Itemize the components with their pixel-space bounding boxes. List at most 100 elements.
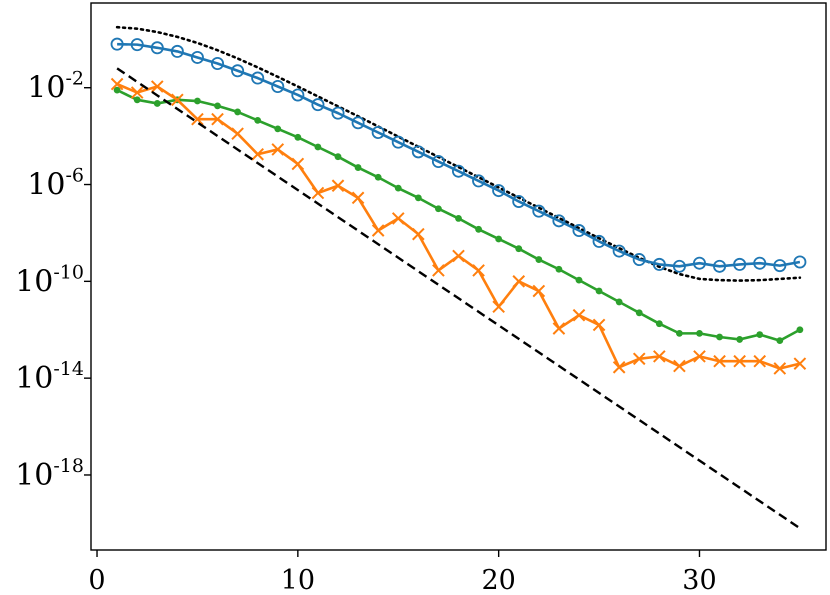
series-1-point-28 (672, 259, 686, 273)
series-3-point-10 (311, 186, 325, 200)
series-1-point-14 (391, 135, 405, 149)
series-1-point-6 (231, 64, 245, 78)
series-1-point-30 (713, 259, 727, 273)
series-1-point-32 (753, 256, 767, 270)
series-1-point-7 (251, 71, 265, 85)
series-3-point-32 (753, 354, 767, 368)
series-3-point-9 (291, 157, 305, 171)
series-2-point-2 (153, 100, 161, 107)
series-3 (110, 77, 807, 375)
series-3-point-17 (452, 249, 465, 263)
series-2-point-7 (254, 116, 262, 124)
series-1-point-0 (110, 37, 124, 51)
series-1-point-9 (291, 88, 305, 102)
series-1-point-26 (632, 253, 646, 267)
series-1-point-3 (170, 44, 184, 58)
series-3-point-21 (532, 284, 546, 298)
series-1-point-27 (652, 257, 666, 271)
ytick-label-3: 10-14 (15, 358, 84, 396)
ytick-label-2: 10-10 (15, 261, 84, 299)
series-2-point-6 (234, 108, 241, 116)
series-1-point-34 (793, 255, 807, 269)
series-3-point-22 (552, 322, 566, 335)
xtick-label-3: 30 (682, 565, 716, 595)
series-4-line (116, 67, 801, 530)
series-3-point-14 (391, 212, 405, 225)
series-4 (116, 67, 801, 530)
series-2-point-26 (635, 309, 643, 317)
series-1-point-24 (592, 234, 606, 248)
series-2-point-1 (133, 96, 141, 104)
series-2-point-9 (294, 133, 302, 141)
series-2-point-27 (655, 320, 663, 328)
series-3-point-19 (492, 300, 505, 314)
xtick-label-0: 0 (88, 565, 105, 595)
series-2-point-24 (595, 287, 603, 295)
series-1-point-23 (572, 224, 586, 238)
series-2-point-29 (696, 329, 703, 337)
series-3-point-4 (191, 112, 204, 126)
series-0 (115, 25, 802, 282)
ytick-label-4: 10-18 (15, 455, 84, 493)
xtick-label-1: 10 (281, 565, 315, 595)
series-2-point-23 (575, 276, 583, 284)
series-1-point-13 (371, 125, 385, 139)
series-1-point-10 (311, 98, 325, 112)
series-1-point-1 (130, 38, 144, 52)
series-3-point-26 (632, 352, 646, 366)
series-1-point-22 (552, 214, 566, 228)
series-1 (110, 37, 807, 273)
series-2-point-12 (354, 164, 362, 171)
series-3-point-27 (653, 350, 666, 363)
series-2-point-0 (113, 86, 121, 94)
series-2-point-18 (475, 225, 482, 233)
series-1-point-17 (451, 164, 465, 178)
series-2-point-4 (194, 97, 201, 105)
series-1-point-19 (492, 184, 506, 198)
series-1-point-11 (331, 106, 345, 120)
series-1-point-2 (150, 41, 164, 55)
series-1-point-33 (773, 259, 787, 273)
series-2-point-22 (555, 265, 563, 273)
series-2-point-16 (435, 205, 442, 213)
series-2-point-14 (394, 184, 402, 192)
series-2-point-13 (374, 173, 382, 181)
series-3-point-5 (211, 112, 224, 126)
series-2-point-34 (796, 326, 804, 334)
series-3-point-34 (793, 357, 807, 370)
series-1-point-8 (271, 80, 285, 94)
series-0-line (115, 25, 802, 282)
xtick-label-2: 20 (481, 565, 515, 595)
series-1-line (117, 42, 801, 268)
series-3-point-33 (773, 362, 787, 375)
series-3-point-16 (432, 264, 445, 277)
series-3-point-29 (693, 350, 706, 363)
series-2-point-10 (314, 143, 322, 151)
series-layer (110, 25, 807, 530)
series-3-point-18 (472, 264, 485, 277)
series-3-point-6 (231, 127, 244, 141)
series-2-point-32 (756, 331, 764, 338)
series-3-point-7 (251, 147, 264, 161)
series-1-point-18 (472, 174, 486, 188)
series-3-point-12 (351, 191, 365, 205)
series-3-point-2 (150, 80, 164, 93)
series-3-point-31 (733, 354, 746, 368)
series-2-point-31 (736, 336, 744, 343)
series-1-point-16 (431, 155, 445, 169)
ytick-label-1: 10-6 (27, 165, 84, 203)
series-1-point-29 (692, 256, 706, 270)
series-2-point-21 (535, 256, 543, 263)
series-2-point-30 (716, 333, 723, 341)
series-3-point-15 (412, 227, 425, 241)
series-3-point-11 (331, 179, 345, 193)
series-3-point-1 (130, 86, 144, 99)
series-3-point-0 (110, 77, 124, 91)
series-2-point-19 (495, 235, 503, 243)
series-1-point-20 (512, 194, 526, 208)
series-3-point-23 (572, 308, 586, 322)
series-2-point-5 (214, 102, 221, 110)
series-2-point-25 (615, 298, 623, 306)
series-3-point-24 (592, 318, 606, 332)
